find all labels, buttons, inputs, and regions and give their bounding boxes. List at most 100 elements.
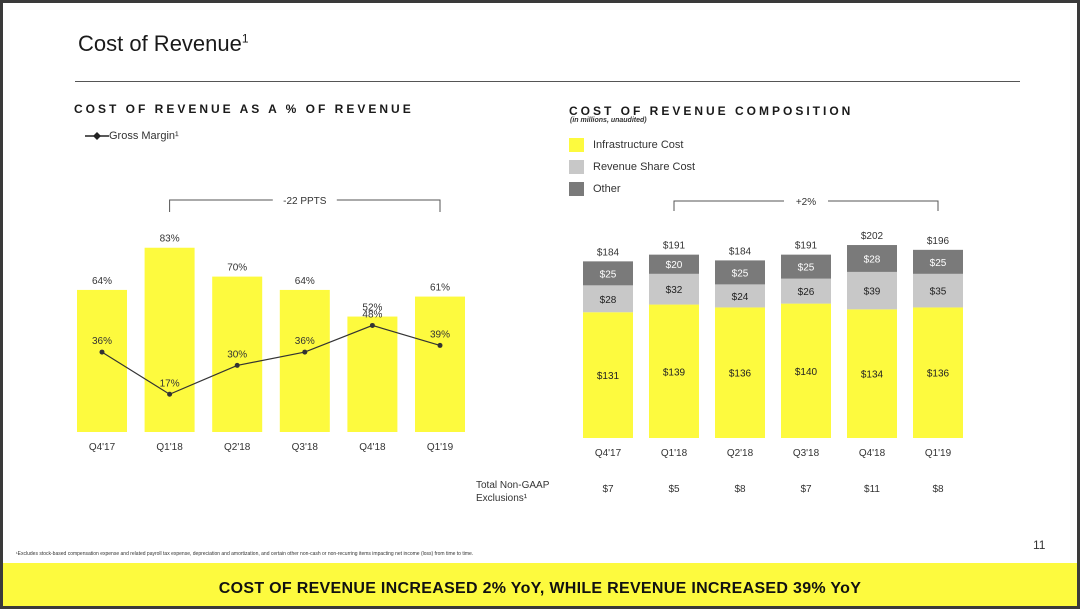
infrastructure-cost-bar — [715, 307, 765, 438]
gross-margin-label: 48% — [362, 309, 382, 320]
left-x-tick-label: Q1'19 — [427, 442, 454, 453]
left-annotation-text: -22 PPTS — [283, 196, 327, 207]
gross-margin-point — [234, 362, 240, 368]
revenue-share-cost-bar — [781, 278, 831, 304]
right-x-tick-label: Q2'18 — [727, 448, 754, 459]
revenue-share-cost-label: $32 — [666, 285, 683, 296]
legend-label-other: Other — [593, 183, 621, 195]
gross-margin-label: 17% — [160, 378, 180, 389]
legend-swatch-other — [569, 182, 584, 196]
total-cost-label: $196 — [927, 236, 950, 247]
cost-pct-bar — [77, 289, 127, 432]
cost-pct-bar — [347, 316, 398, 432]
left-chart-title: COST OF REVENUE AS A % OF REVENUE — [74, 102, 414, 116]
right-chart-subtitle: (in millions, unaudited) — [570, 117, 647, 124]
infrastructure-cost-label: $136 — [927, 369, 950, 380]
total-cost-label: $191 — [663, 241, 686, 252]
infrastructure-cost-label: $140 — [795, 367, 818, 378]
other-cost-label: $25 — [798, 263, 815, 274]
legend-label-infrastructure: Infrastructure Cost — [593, 139, 684, 151]
page-number: 11 — [1033, 538, 1046, 552]
infrastructure-cost-bar — [847, 309, 897, 438]
gross-margin-label: 36% — [92, 336, 112, 347]
cost-pct-bar-label: 52% — [362, 303, 382, 314]
infrastructure-cost-label: $131 — [597, 371, 620, 382]
cost-pct-bar — [279, 289, 330, 432]
other-cost-label: $25 — [600, 269, 617, 280]
other-cost-label: $28 — [864, 254, 881, 265]
total-cost-label: $191 — [795, 241, 818, 252]
exclusion-value: $11 — [864, 484, 880, 495]
infrastructure-cost-bar — [583, 312, 633, 438]
right-x-tick-label: Q4'18 — [859, 448, 886, 459]
revenue-share-cost-label: $24 — [732, 292, 749, 303]
exclusion-value: $8 — [734, 484, 746, 495]
infrastructure-cost-bar — [781, 303, 831, 438]
gross-margin-line — [101, 324, 441, 395]
infrastructure-cost-label: $139 — [663, 367, 686, 378]
exclusions-row: $7 $5 $8 $7 $11 $8 — [3, 484, 1077, 498]
gross-margin-point — [167, 391, 173, 397]
other-cost-bar — [913, 249, 963, 274]
exclusion-value: $5 — [668, 484, 680, 495]
gross-margin-point — [437, 342, 443, 348]
cost-pct-bar — [212, 276, 263, 432]
right-x-tick-label: Q4'17 — [595, 448, 622, 459]
cost-pct-bar-label: 64% — [295, 276, 315, 287]
other-cost-label: $20 — [666, 260, 683, 271]
total-cost-label: $202 — [861, 231, 884, 242]
total-cost-label: $184 — [729, 246, 752, 257]
gross-margin-legend-label: Gross Margin¹ — [109, 130, 179, 142]
other-cost-label: $25 — [732, 268, 749, 279]
right-x-tick-label: Q1'19 — [925, 448, 952, 459]
title-divider — [75, 81, 1020, 82]
infrastructure-cost-label: $136 — [729, 369, 752, 380]
right-x-tick-label: Q1'18 — [661, 448, 688, 459]
other-cost-bar — [781, 254, 831, 279]
cost-pct-bar-label: 83% — [160, 234, 180, 245]
right-x-tick-label: Q3'18 — [793, 448, 820, 459]
gross-margin-point — [99, 349, 105, 355]
infrastructure-cost-label: $134 — [861, 370, 884, 381]
exclusion-value: $7 — [602, 484, 614, 495]
revenue-share-cost-bar — [847, 271, 897, 310]
right-chart-title: COST OF REVENUE COMPOSITION — [569, 104, 854, 118]
revenue-share-cost-label: $35 — [930, 287, 947, 298]
revenue-share-cost-bar — [715, 284, 765, 308]
gross-margin-label: 39% — [430, 329, 450, 340]
left-x-tick-label: Q3'18 — [292, 442, 319, 453]
revenue-share-cost-label: $28 — [600, 295, 617, 306]
revenue-share-cost-bar — [583, 285, 633, 313]
right-stacked-bar-chart: $131 $28 $25 $184 Q4'17 $139 $32 $20 $191 Q1'18 $1… — [583, 197, 963, 459]
left-x-tick-label: Q2'18 — [224, 442, 251, 453]
left-x-tick-label: Q4'17 — [89, 442, 116, 453]
gross-margin-legend-icon — [83, 129, 113, 141]
revenue-share-cost-label: $39 — [864, 287, 881, 298]
cost-pct-bar — [144, 247, 195, 432]
footnote: ¹Excludes stock-based compensation expen… — [16, 551, 474, 557]
legend-label-revenue-share: Revenue Share Cost — [593, 161, 696, 173]
cost-pct-bar-label: 70% — [227, 263, 247, 274]
other-cost-label: $25 — [930, 258, 947, 269]
revenue-share-cost-bar — [649, 273, 699, 305]
other-cost-bar — [649, 254, 699, 274]
exclusion-value: $8 — [932, 484, 944, 495]
other-cost-bar — [847, 245, 897, 272]
revenue-share-cost-label: $26 — [798, 287, 815, 298]
left-annotation-bracket — [169, 199, 441, 212]
summary-banner-text: COST OF REVENUE INCREASED 2% YoY, WHILE … — [218, 580, 862, 597]
gross-margin-label: 36% — [295, 336, 315, 347]
exclusion-value: $7 — [800, 484, 812, 495]
cost-pct-bar — [415, 296, 465, 432]
right-annotation-text: +2% — [796, 197, 816, 208]
revenue-share-cost-bar — [913, 273, 963, 308]
gross-margin-label: 30% — [227, 349, 247, 360]
cost-pct-bar-label: 61% — [430, 283, 450, 294]
left-x-tick-label: Q1'18 — [156, 442, 183, 453]
summary-banner: COST OF REVENUE INCREASED 2% YoY, WHILE … — [3, 563, 1077, 606]
legend-swatch-revenue-share — [569, 160, 584, 174]
left-x-tick-label: Q4'18 — [359, 442, 386, 453]
total-cost-label: $184 — [597, 247, 620, 258]
infrastructure-cost-bar — [649, 304, 699, 438]
gross-margin-point — [369, 322, 375, 328]
